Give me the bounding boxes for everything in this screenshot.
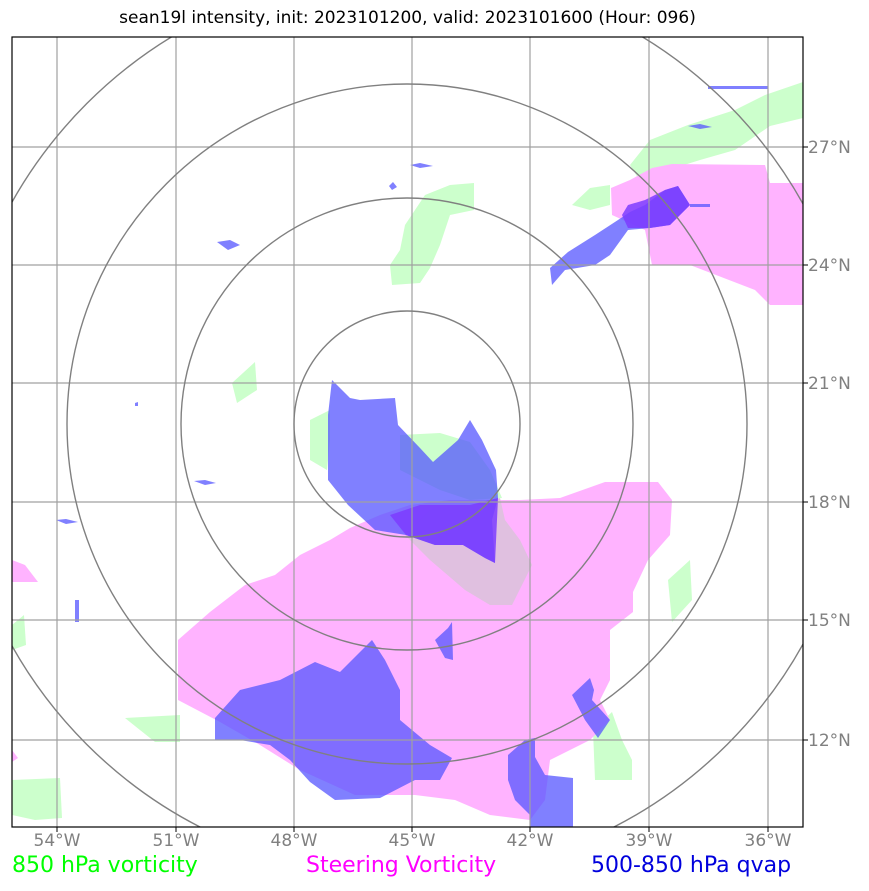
blue-area <box>708 86 768 89</box>
green-area <box>125 715 180 742</box>
green-area <box>310 410 330 470</box>
gridlines <box>12 37 803 827</box>
green-area <box>390 183 474 285</box>
green-area <box>572 185 610 210</box>
blue-area <box>217 240 240 250</box>
green-area <box>12 615 26 650</box>
blue-area <box>688 124 712 129</box>
blue-area <box>410 163 433 168</box>
blue-area <box>135 402 138 406</box>
lon-tick-label: 54°W <box>34 831 81 851</box>
lon-tick-label: 36°W <box>745 831 792 851</box>
blue-area <box>194 480 216 485</box>
blue-area <box>572 678 610 738</box>
lon-tick-label: 42°W <box>507 831 554 851</box>
green-area <box>12 778 62 820</box>
range-ring <box>180 197 634 651</box>
lat-tick-label: 21°N <box>808 374 851 394</box>
blue-area <box>435 622 453 660</box>
range-ring <box>293 310 521 538</box>
blue-area <box>690 204 710 207</box>
green-area <box>630 82 803 178</box>
blue-area <box>508 738 573 827</box>
chart-title: sean19l intensity, init: 2023101200, val… <box>119 8 696 28</box>
lat-tick-label: 18°N <box>808 493 851 513</box>
range-rings <box>12 37 803 827</box>
range-ring <box>66 83 748 765</box>
legend-qvap: 500-850 hPa qvap <box>591 853 792 878</box>
plot-frame <box>11 36 804 828</box>
ticks <box>56 146 808 832</box>
lon-tick-label: 51°W <box>153 831 200 851</box>
lat-tick-label: 27°N <box>808 138 851 158</box>
blue-area <box>215 640 452 800</box>
magenta-area <box>12 560 38 582</box>
blue-area <box>56 519 78 524</box>
blue-area <box>75 600 79 622</box>
lon-tick-labels: 54°W 51°W 48°W 45°W 42°W 39°W 36°W <box>34 831 792 851</box>
lon-tick-label: 39°W <box>626 831 673 851</box>
lat-tick-label: 24°N <box>808 256 851 276</box>
lat-tick-label: 12°N <box>808 731 851 751</box>
green-area <box>668 560 692 622</box>
lat-tick-labels: 27°N 24°N 21°N 18°N 15°N 12°N <box>808 138 851 751</box>
magenta-area <box>12 750 18 762</box>
lon-tick-label: 45°W <box>389 831 436 851</box>
lon-tick-label: 48°W <box>271 831 318 851</box>
blue-core-area <box>622 186 690 228</box>
legend-steering-vorticity: Steering Vorticity <box>306 853 497 878</box>
lat-tick-label: 15°N <box>808 611 851 631</box>
blue-area <box>389 182 397 190</box>
legend-850-vorticity: 850 hPa vorticity <box>12 853 198 878</box>
